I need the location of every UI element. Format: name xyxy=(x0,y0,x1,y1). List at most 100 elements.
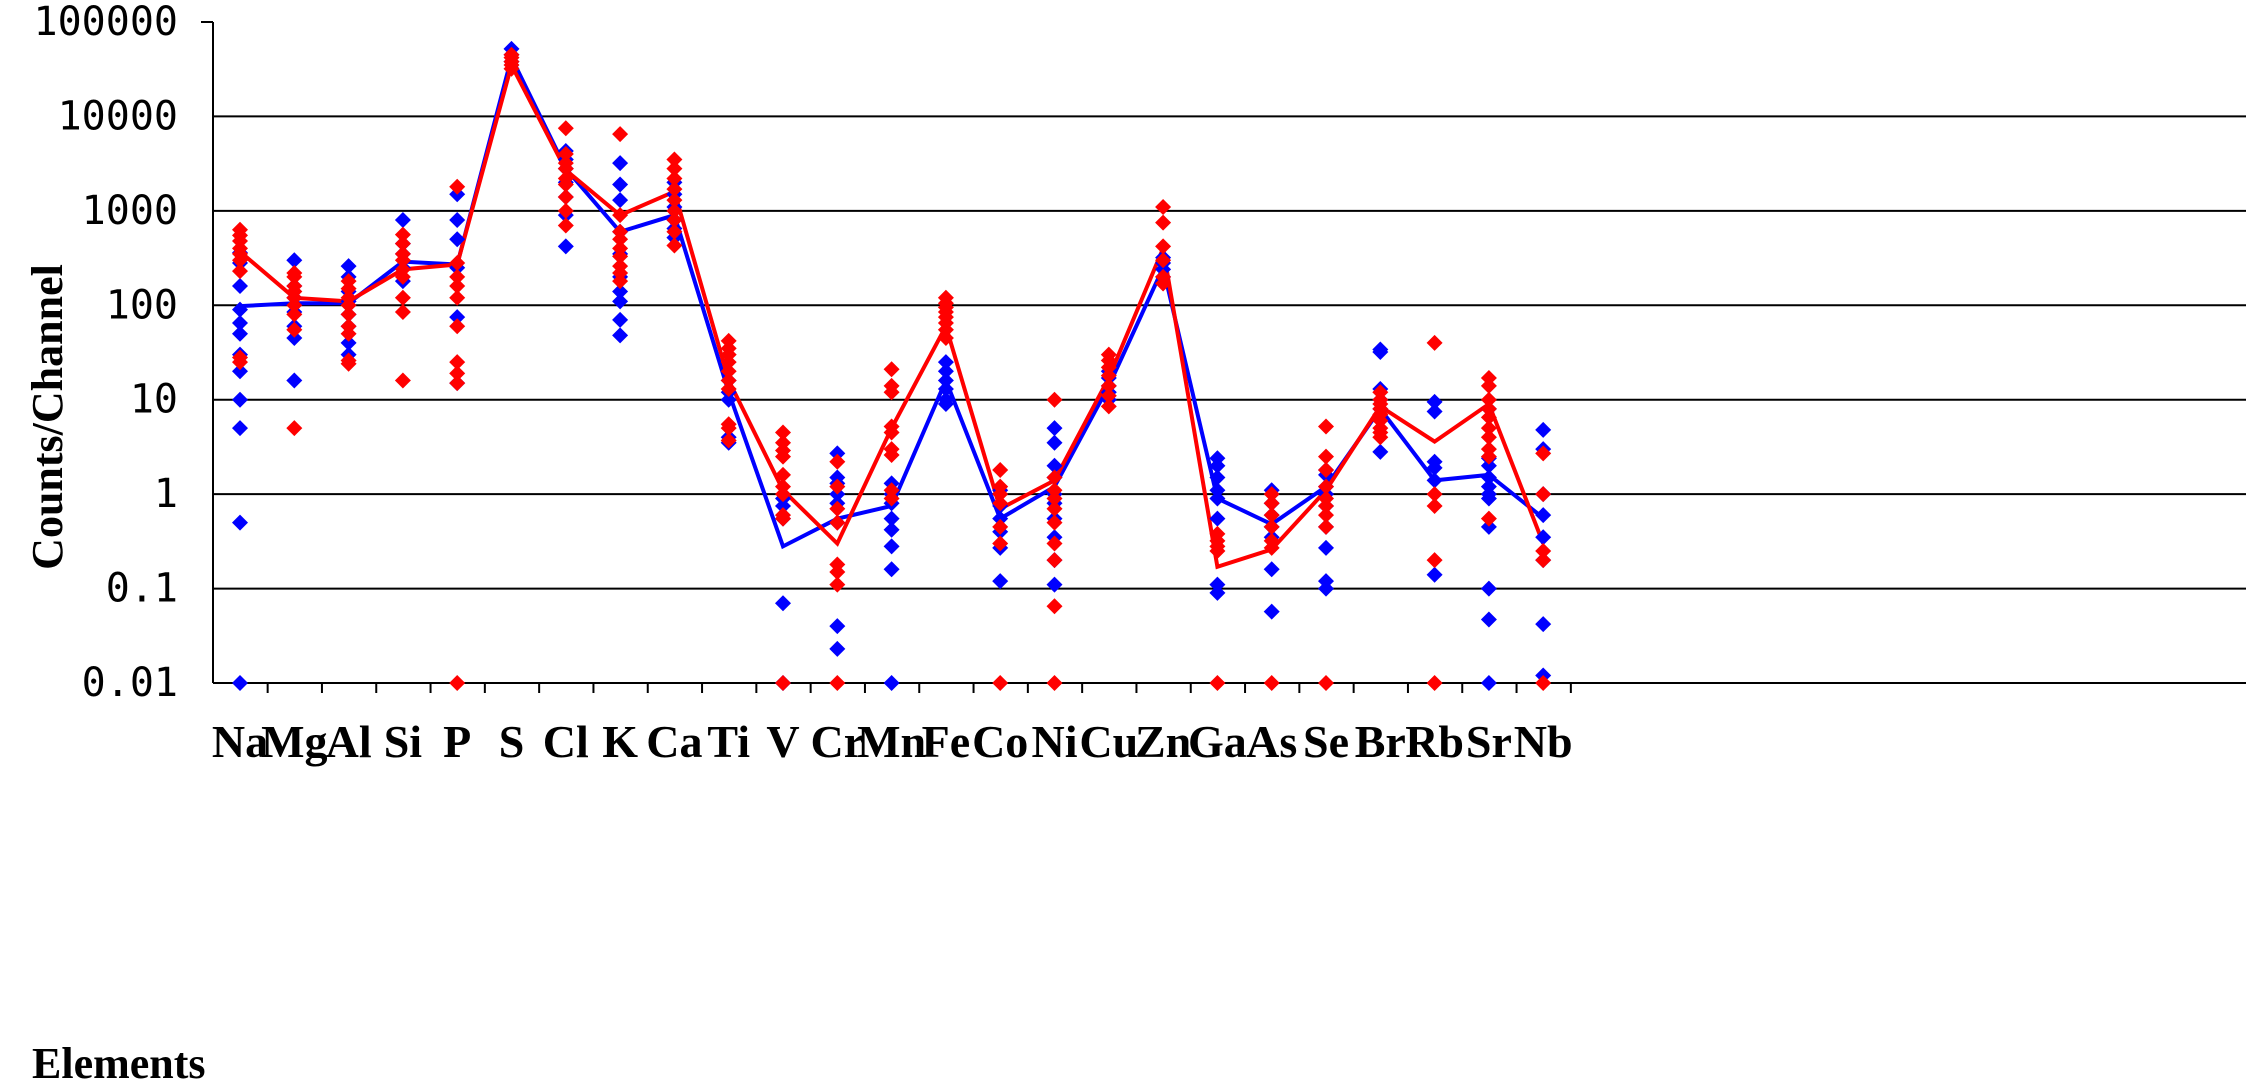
data-point xyxy=(340,352,357,369)
data-point xyxy=(1263,518,1280,535)
data-point xyxy=(1318,675,1334,691)
data-point xyxy=(883,510,900,527)
data-point xyxy=(1535,542,1552,559)
data-point xyxy=(992,535,1009,552)
data-point xyxy=(232,514,248,531)
data-point xyxy=(340,258,357,275)
x-tick-label: Mn xyxy=(857,716,926,767)
data-point xyxy=(666,212,683,229)
data-point xyxy=(1155,198,1172,215)
x-tick-label: Ti xyxy=(707,716,750,767)
data-point xyxy=(1480,510,1497,527)
x-tick-label: Zn xyxy=(1135,716,1191,767)
data-point xyxy=(992,675,1009,691)
data-point xyxy=(557,202,574,219)
data-point xyxy=(1480,409,1497,426)
x-tick-label: Se xyxy=(1303,716,1349,767)
data-point xyxy=(449,375,466,392)
data-point xyxy=(612,293,629,310)
y-tick-label: 100000 xyxy=(34,0,179,45)
data-point xyxy=(829,445,846,462)
y-axis-ticks: 100000 10000 1000 100 10 1 0.1 0.01 xyxy=(34,0,179,706)
data-point xyxy=(394,289,411,306)
x-tick-label: Cu xyxy=(1079,716,1138,767)
data-point xyxy=(232,221,248,238)
data-point xyxy=(1318,518,1334,535)
data-point xyxy=(340,318,357,335)
data-point xyxy=(232,675,248,691)
data-point xyxy=(394,226,411,243)
data-point xyxy=(1046,500,1063,517)
x-tick-label: V xyxy=(766,716,799,767)
data-point xyxy=(720,380,737,397)
data-point xyxy=(1426,393,1443,410)
data-point xyxy=(937,380,954,397)
data-point xyxy=(666,202,683,219)
data-point xyxy=(612,126,629,143)
data-point xyxy=(1372,384,1389,401)
data-point xyxy=(883,521,900,538)
data-point xyxy=(1046,490,1063,507)
x-tick-label: K xyxy=(602,716,638,767)
data-point xyxy=(1046,598,1063,615)
data-point xyxy=(557,155,574,172)
data-point xyxy=(992,495,1009,512)
data-point xyxy=(286,420,303,437)
data-point xyxy=(612,240,629,257)
data-point xyxy=(1480,469,1497,486)
data-point xyxy=(1426,403,1443,420)
x-tick-label: As xyxy=(1246,716,1297,767)
data-point xyxy=(1480,675,1497,691)
x-tick-label: Mg xyxy=(261,716,327,767)
data-point xyxy=(883,418,900,435)
data-point xyxy=(394,303,411,320)
data-point xyxy=(1209,482,1226,499)
x-tick-label: Co xyxy=(972,716,1028,767)
data-point xyxy=(1535,529,1552,546)
data-point xyxy=(937,372,954,389)
data-point xyxy=(232,325,248,342)
data-point xyxy=(612,283,629,300)
data-point xyxy=(340,273,357,290)
data-point xyxy=(1209,510,1226,527)
data-point xyxy=(1535,507,1552,524)
data-point xyxy=(1480,391,1497,408)
data-point xyxy=(1046,457,1063,474)
data-point xyxy=(232,278,248,295)
data-point xyxy=(612,192,629,209)
data-point xyxy=(557,170,574,187)
data-point xyxy=(829,576,846,593)
data-point xyxy=(394,261,411,278)
data-point xyxy=(1535,616,1552,633)
data-point xyxy=(232,314,248,331)
data-point xyxy=(1263,495,1280,512)
data-point xyxy=(232,391,248,408)
y-tick-label: 0.01 xyxy=(82,660,178,706)
x-tick-label: Ca xyxy=(646,716,702,767)
data-point xyxy=(449,354,466,371)
data-point xyxy=(1046,469,1063,486)
data-point xyxy=(1263,507,1280,524)
x-tick-label: Ni xyxy=(1032,716,1078,767)
data-point xyxy=(883,441,900,458)
data-point xyxy=(883,361,900,378)
data-point xyxy=(1155,214,1172,231)
data-point xyxy=(720,363,737,380)
data-point xyxy=(1263,532,1280,549)
data-point xyxy=(449,278,466,295)
data-point xyxy=(1535,552,1552,569)
data-point xyxy=(1318,573,1334,590)
data-point xyxy=(1263,675,1280,691)
data-point xyxy=(286,278,303,295)
data-point xyxy=(1155,252,1172,269)
data-point xyxy=(1426,472,1443,489)
data-point xyxy=(666,181,683,198)
data-point xyxy=(883,377,900,394)
data-point xyxy=(503,46,520,63)
x-axis-title: Elements xyxy=(32,1039,206,1088)
data-point xyxy=(449,675,466,691)
x-tick-label: Br xyxy=(1355,716,1406,767)
y-axis-title: Counts/Channel xyxy=(23,264,72,570)
